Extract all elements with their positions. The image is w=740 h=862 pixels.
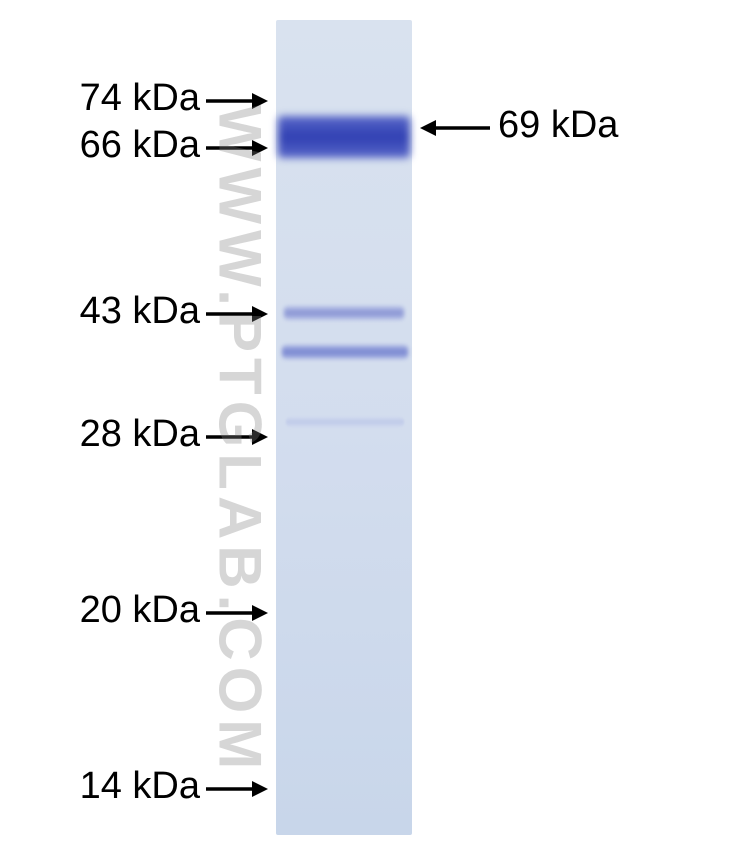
watermark-text: WWW.PTGLAB.COM [206,105,275,776]
target-band-label: 69 kDa [498,104,618,147]
faint-band-38kDa [282,345,408,359]
faint-band-43kDa [284,306,404,320]
main-band-69kDa [278,116,410,158]
marker-label: 66 kDa [80,124,200,167]
marker-label: 28 kDa [80,413,200,456]
marker-label: 74 kDa [80,77,200,120]
marker-label: 43 kDa [80,290,200,333]
marker-label: 14 kDa [80,765,200,808]
gel-canvas: 74 kDa66 kDa 43 kDa 28 kDa 20 kDa 14 kDa 69 … [0,0,740,862]
very-faint-band-30kDa [286,417,404,427]
marker-label: 20 kDa [80,589,200,632]
